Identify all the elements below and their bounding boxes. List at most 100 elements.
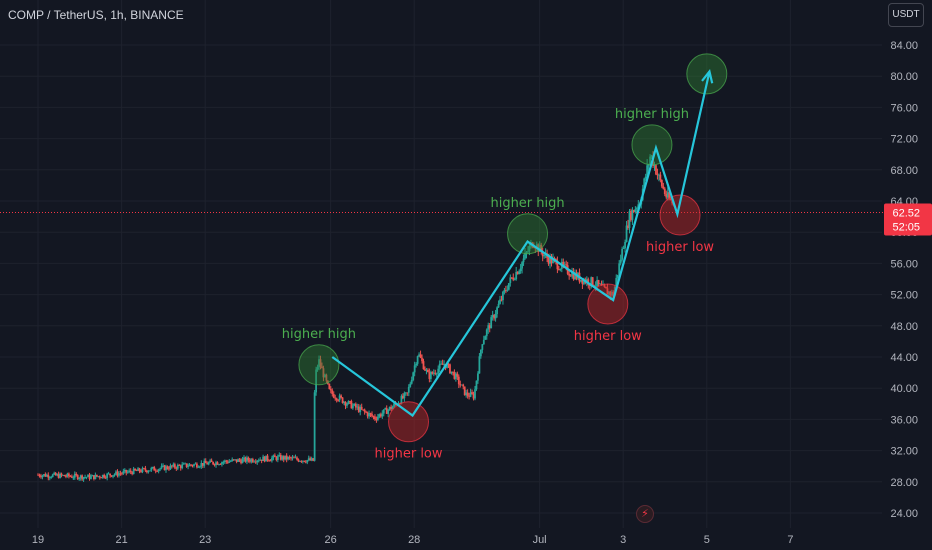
candle-body xyxy=(571,272,574,277)
candle xyxy=(204,458,207,464)
candle xyxy=(122,468,125,475)
candle-body xyxy=(454,373,457,379)
candle xyxy=(151,466,154,470)
candle xyxy=(120,472,123,476)
candle-body xyxy=(341,397,344,404)
candle xyxy=(371,411,373,418)
y-tick-label: 32.00 xyxy=(890,446,918,458)
candle xyxy=(541,247,544,262)
candle-body xyxy=(340,395,343,398)
candle-body xyxy=(538,244,541,252)
candle-body xyxy=(603,284,606,287)
candle-body xyxy=(332,394,335,398)
candle-body xyxy=(297,459,300,462)
candle-body xyxy=(60,473,63,476)
candle xyxy=(200,460,203,469)
candle xyxy=(406,392,409,396)
candle xyxy=(440,360,443,365)
candle xyxy=(493,313,496,321)
candle xyxy=(441,359,444,365)
candle-body xyxy=(153,466,156,471)
candle-body xyxy=(384,408,387,410)
candle xyxy=(344,401,347,410)
candle-body xyxy=(59,473,61,478)
candle-body xyxy=(137,468,139,471)
candle-body xyxy=(438,363,441,369)
candle xyxy=(93,475,95,481)
candle-body xyxy=(581,280,584,285)
candle-body xyxy=(334,397,337,399)
candle xyxy=(143,467,145,470)
candle xyxy=(378,413,381,419)
candle xyxy=(291,454,294,461)
candle xyxy=(504,285,507,294)
candle xyxy=(241,456,244,464)
candle-body xyxy=(660,180,663,187)
higher-low-label: higher low xyxy=(646,240,714,255)
candle xyxy=(631,207,634,226)
candle-body xyxy=(363,409,366,412)
higher-low-label: higher low xyxy=(375,447,443,462)
candle-body xyxy=(468,395,471,397)
lightning-icon[interactable]: ⚡ xyxy=(636,505,654,523)
candle xyxy=(237,458,240,463)
candle xyxy=(512,273,515,282)
candle-body xyxy=(550,256,553,264)
candle xyxy=(141,466,144,474)
currency-button[interactable]: USDT xyxy=(888,3,924,27)
candle-body xyxy=(225,460,228,462)
candle xyxy=(115,470,117,476)
candle-body xyxy=(644,176,647,179)
candle xyxy=(490,315,493,329)
candle xyxy=(606,283,609,295)
candle xyxy=(313,389,316,462)
candle xyxy=(460,384,463,386)
candle xyxy=(478,353,481,374)
candle xyxy=(246,455,248,465)
candle xyxy=(240,458,242,465)
candle-body xyxy=(144,468,147,471)
candle xyxy=(580,280,582,283)
candle xyxy=(38,473,41,478)
candle xyxy=(128,468,131,474)
candle xyxy=(481,343,484,354)
candle-body xyxy=(391,406,394,410)
candle xyxy=(419,350,422,359)
candle xyxy=(343,400,345,406)
candle-body xyxy=(372,416,375,417)
candle xyxy=(119,470,122,476)
candle xyxy=(207,461,210,466)
y-tick-label: 28.00 xyxy=(890,477,918,489)
candle-body xyxy=(322,368,325,378)
candle-body xyxy=(437,368,440,374)
candle-body xyxy=(321,366,323,369)
y-tick-label: 44.00 xyxy=(890,352,918,364)
candle-body xyxy=(413,365,416,373)
candle xyxy=(116,469,119,478)
candle-body xyxy=(75,473,78,476)
candle-body xyxy=(185,463,188,467)
candle xyxy=(172,462,175,468)
y-tick-label: 52.00 xyxy=(890,290,918,302)
candle-body xyxy=(203,460,206,466)
candle xyxy=(276,454,279,463)
candle-body xyxy=(209,460,212,463)
candle-body xyxy=(256,460,259,463)
candle-body xyxy=(582,279,585,285)
candle-body xyxy=(240,460,242,464)
candle xyxy=(229,459,232,463)
candle xyxy=(499,295,501,305)
candle xyxy=(256,459,259,465)
candle-body xyxy=(76,475,79,480)
candle-body xyxy=(427,369,429,373)
candle xyxy=(372,415,375,420)
y-tick-label: 56.00 xyxy=(890,258,918,270)
candle xyxy=(75,472,78,477)
candle-body xyxy=(197,467,200,468)
candle-body xyxy=(590,277,593,286)
candle-body xyxy=(94,474,97,480)
candle-body xyxy=(232,459,235,461)
candle xyxy=(218,463,220,466)
candle-body xyxy=(490,317,493,329)
